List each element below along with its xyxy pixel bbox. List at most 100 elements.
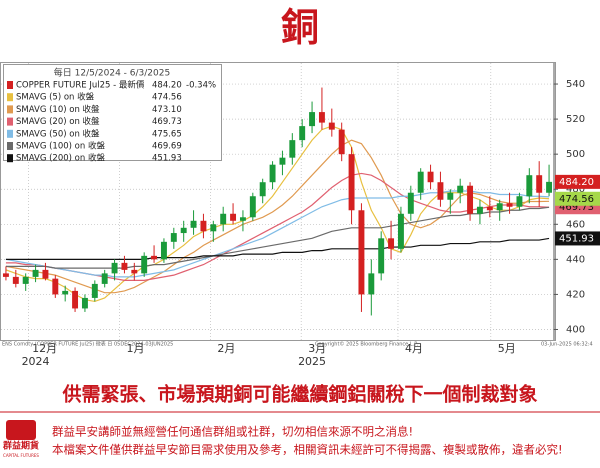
candle-body <box>467 185 474 214</box>
y-tick-label: 440 <box>566 254 585 265</box>
x-tick-label: 5月 <box>498 342 516 355</box>
candle-body <box>12 276 19 284</box>
candle-body <box>318 112 325 123</box>
y-tick-label: 420 <box>566 289 585 300</box>
legend-value: 469.69 <box>152 142 182 152</box>
legend-label: SMAVG (100) on 收盤 <box>16 141 105 152</box>
candle-body <box>220 213 227 225</box>
legend-label: COPPER FUTURE Jul25 - 最新價 <box>16 80 145 91</box>
candle-body <box>259 182 266 197</box>
price-tag <box>555 231 600 246</box>
candle-body <box>536 175 543 193</box>
y-tick-label: 540 <box>566 79 585 90</box>
legend-box <box>3 64 222 161</box>
candle-body <box>397 213 404 249</box>
headline: 供需緊張、市場預期銅可能繼續鋼鋁關稅下一個制裁對象 <box>61 383 537 406</box>
x-tick-label: 3月 <box>308 342 326 355</box>
candle-body <box>91 283 98 298</box>
candle-body <box>160 241 167 260</box>
candle-body <box>526 175 533 197</box>
candle-body <box>437 182 444 200</box>
candle-body <box>52 278 59 295</box>
legend-label: SMAVG (20) on 收盤 <box>16 116 100 127</box>
legend-value: 451.93 <box>152 154 182 164</box>
legend-swatch <box>7 154 13 163</box>
candle-body <box>516 196 523 207</box>
candle-body <box>496 203 503 211</box>
candle-body <box>299 126 306 141</box>
price-tag-label: 474.56 <box>559 194 594 205</box>
legend-value: 469.73 <box>152 117 182 127</box>
candle-body <box>81 297 88 309</box>
candle-body <box>368 273 375 295</box>
price-tag-label: 469.73 <box>559 202 594 213</box>
ma-line <box>5 237 550 260</box>
x-year-label: 2024 <box>22 355 50 368</box>
legend-swatch <box>7 93 13 102</box>
source-note: Copyright© 2025 Bloomberg Finance L.P. <box>315 341 418 348</box>
candle-body <box>62 290 69 295</box>
candle-body <box>279 157 286 165</box>
x-tick-label: 2月 <box>217 342 235 355</box>
y-tick-label: 500 <box>566 149 585 160</box>
candle-body <box>131 269 138 274</box>
legend-value: 474.56 <box>152 93 182 103</box>
x-tick-label: 12月 <box>32 342 57 355</box>
source-note: 03-Jun-2025 06:32:4 <box>541 342 593 348</box>
candle-body <box>476 206 483 214</box>
candle-body <box>121 262 128 270</box>
legend-value: 484.20 <box>152 81 182 91</box>
legend-label: SMAVG (10) on 收盤 <box>16 104 100 115</box>
candle-body <box>151 255 158 260</box>
candle-body <box>200 220 207 232</box>
disclaimer: 本檔案文件僅供群益早安節目需求使用及參考，相關資訊未經許可不得揭露、複製或散佈，… <box>52 443 563 457</box>
candle-body <box>239 217 246 221</box>
candle-body <box>388 238 395 249</box>
candle-body <box>249 196 256 218</box>
candle-body <box>42 269 49 279</box>
candle-body <box>338 129 345 155</box>
logo-text: 群益期貨 <box>2 440 39 452</box>
legend-label: SMAVG (50) on 收盤 <box>16 128 100 139</box>
price-tag-label: 451.93 <box>559 233 594 244</box>
candle-body <box>378 238 385 274</box>
candle-body <box>22 276 29 284</box>
legend-value: 475.65 <box>152 129 182 139</box>
candle-body <box>546 181 553 193</box>
legend-swatch <box>7 117 13 126</box>
logo-sub: CAPITAL FUTURES <box>3 453 39 458</box>
legend-value: 473.10 <box>152 105 182 115</box>
price-tag <box>555 174 600 189</box>
ma-line <box>5 206 550 269</box>
legend-label: SMAVG (200) on 收盤 <box>16 153 105 164</box>
legend-swatch <box>7 81 13 89</box>
candle-body <box>32 269 39 277</box>
candle-body <box>289 140 296 158</box>
candle-body <box>358 210 365 295</box>
candle-body <box>447 192 454 200</box>
candle-body <box>269 164 276 183</box>
candle-body <box>180 227 187 234</box>
candle-body <box>72 290 79 309</box>
candle-body <box>101 273 108 284</box>
candle-body <box>407 192 414 214</box>
candle-body <box>111 262 118 274</box>
candle-body <box>328 122 335 130</box>
candle-body <box>457 185 464 193</box>
legend-label: SMAVG (5) on 收盤 <box>16 92 95 103</box>
candle-body <box>2 273 9 277</box>
y-tick-label: 400 <box>566 324 585 335</box>
candle-body <box>141 255 148 274</box>
source-note: ENS Comdty (COPPER FUTURE Jul25) 徵表 日 05… <box>2 341 173 348</box>
logo-mark <box>6 420 36 440</box>
candle-body <box>210 224 217 232</box>
price-tag <box>555 191 600 206</box>
x-tick-label: 1月 <box>127 342 145 355</box>
y-tick-label: 480 <box>566 184 585 195</box>
candle-body <box>309 112 316 127</box>
candle-body <box>506 203 513 207</box>
legend-header: 每日 12/5/2024 - 6/3/2025 <box>54 67 170 79</box>
price-tag-label: 484.20 <box>559 177 594 188</box>
disclaimer: 群益早安講師並無經營任何通信群組或社群，切勿相信來源不明之消息! <box>52 425 413 439</box>
